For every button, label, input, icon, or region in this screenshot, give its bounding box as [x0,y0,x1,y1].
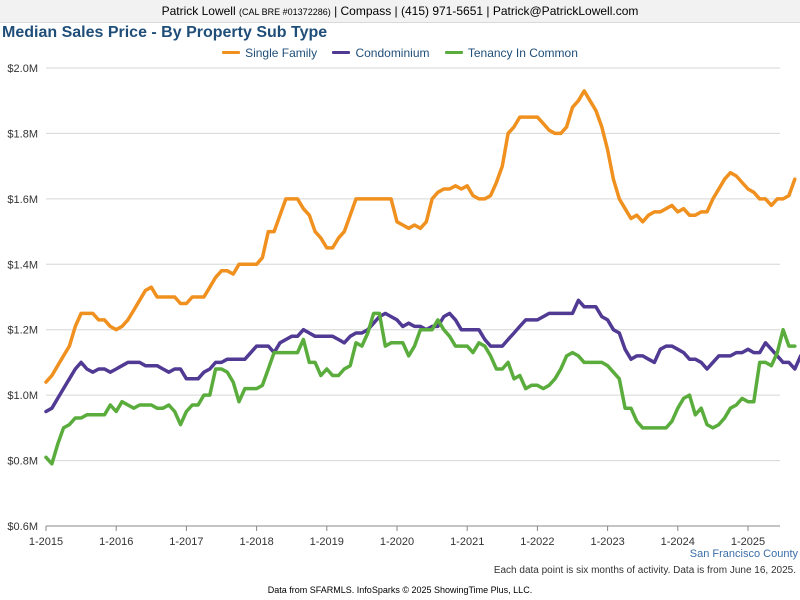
y-tick-label: $1.0M [7,390,38,402]
x-tick-label: 1-2022 [520,536,554,548]
footer-credit: Data from SFARMLS. InfoSparks © 2025 Sho… [267,585,533,595]
legend-label-single-family: Single Family [245,46,318,60]
header-bar: Patrick Lowell (CAL BRE #01372286) | Com… [0,0,800,23]
legend-item-single-family[interactable]: Single Family [222,46,317,60]
data-note: Each data point is six months of activit… [493,565,796,576]
x-axis: 1-2015 1-2016 1-2017 1-2018 1-2019 1-2020 1-20… [29,525,780,548]
series-line-single-family[interactable] [44,89,797,384]
legend-item-tenancy-in-common[interactable]: Tenancy In Common [444,46,578,60]
legend-swatch-single-family [222,51,241,55]
x-tick-label: 1-2016 [99,536,133,548]
y-tick-label: $0.6M [7,521,38,533]
line-chart: $0.6M $0.8M $1.0M $1.2M $1.4M $1.6M $1.8M $2.0M… [7,63,800,548]
x-tick-label: 1-2017 [169,536,203,548]
x-tick-label: 1-2021 [450,536,484,548]
y-tick-label: $0.8M [7,456,38,468]
region-label: San Francisco County [689,548,798,560]
y-tick-label: $1.8M [7,128,38,140]
y-tick-label: $1.6M [7,194,38,206]
x-tick-label: 1-2020 [380,536,414,548]
legend-swatch-tenancy-in-common [444,51,463,55]
x-tick-label: 1-2015 [29,536,63,548]
x-tick-label: 1-2025 [731,536,765,548]
y-tick-label: $2.0M [7,63,38,75]
legend-item-condominium[interactable]: Condominium [332,46,430,60]
series-lines [44,89,800,466]
x-tick-label: 1-2023 [590,536,624,548]
y-tick-label: $1.4M [7,259,38,271]
series-line-tenancy-in-common[interactable] [44,311,797,466]
agent-name: Patrick Lowell [161,4,236,18]
x-tick-label: 1-2018 [239,536,273,548]
chart-title: Median Sales Price - By Property Sub Typ… [2,24,328,41]
legend-label-tenancy-in-common: Tenancy In Common [467,46,578,60]
agent-license: (CAL BRE #01372286) [238,7,331,17]
legend-swatch-condominium [332,51,351,55]
y-axis: $0.6M $0.8M $1.0M $1.2M $1.4M $1.6M $1.8M $2.0M [7,63,38,533]
x-tick-label: 1-2024 [661,536,695,548]
y-tick-label: $1.2M [7,325,38,337]
legend-label-condominium: Condominium [355,46,430,60]
x-tick-label: 1-2019 [310,536,344,548]
agent-contact: | Compass | (415) 971-5651 | Patrick@Pat… [334,4,639,18]
chart-legend: Single Family Condominium Tenancy In Com… [0,46,800,60]
